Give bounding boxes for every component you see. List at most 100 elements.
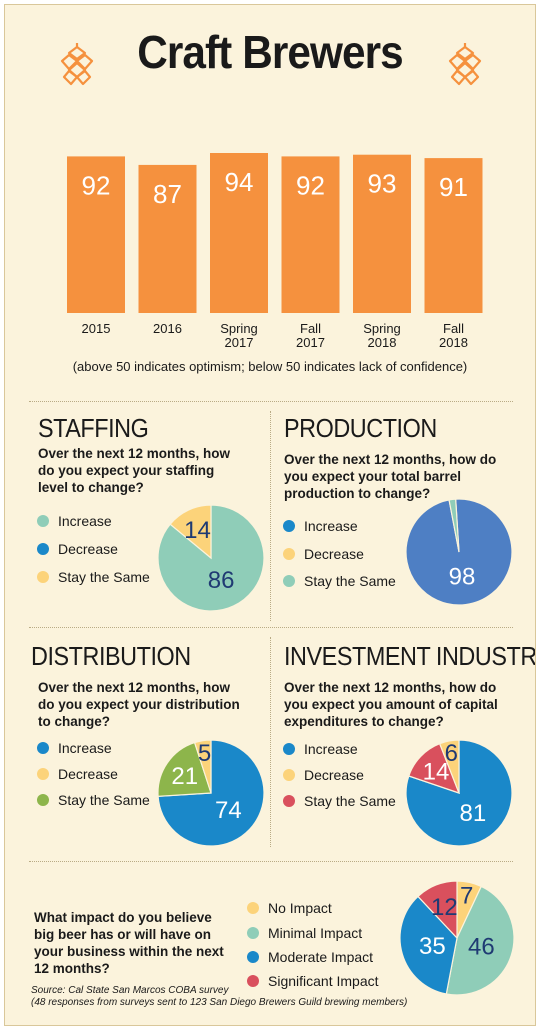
legend-swatch (283, 742, 295, 755)
legend-swatch (37, 514, 49, 527)
production-pie-chart: 98 2 (405, 497, 513, 606)
bar-value-label: 92 (82, 170, 111, 200)
staffing-question: Over the next 12 months, how do you expe… (38, 446, 231, 495)
legend-swatch (247, 974, 259, 987)
legend-item-significant-impact: Significant Impact (247, 973, 379, 989)
legend-item-stay: Stay the Same (283, 573, 396, 589)
legend-item-decrease: Decrease (37, 541, 118, 557)
source-line: Source: Cal State San Marcos COBA survey (31, 985, 229, 996)
bar (210, 153, 268, 313)
distribution-title: DISTRIBUTION (31, 641, 191, 671)
infographic: Craft Brewers 92 2015 87 2016 94 Spring 2017 92… (4, 4, 536, 1026)
page-title: Craft Brewers (137, 26, 404, 78)
pie-slice (445, 885, 515, 996)
bar-group: 92 2015 (67, 156, 125, 336)
pie-value-label: 2 (454, 497, 460, 500)
pie-slice (448, 498, 460, 553)
section-divider (29, 627, 513, 628)
legend-item-stay: Stay the Same (283, 793, 396, 809)
legend-swatch (283, 768, 295, 781)
investment-title: INVESTMENT INDUSTRY (284, 641, 536, 671)
legend-label: No Impact (268, 900, 332, 916)
legend-label: Stay the Same (58, 569, 150, 585)
bar (424, 158, 483, 313)
legend-label: Significant Impact (268, 973, 379, 989)
legend-swatch (37, 542, 49, 555)
bar-chart-note: (above 50 indicates optimism; below 50 i… (72, 359, 468, 374)
legend-item-moderate-impact: Moderate Impact (247, 949, 373, 965)
source-line: (48 responses from surveys sent to 123 S… (31, 997, 408, 1008)
legend-label: Increase (304, 518, 358, 534)
x-tick-label: 2017 (296, 335, 325, 350)
legend-item-increase: Increase (37, 740, 112, 756)
legend-item-decrease: Decrease (37, 766, 118, 782)
investment-pie-chart: 81 146 (405, 739, 513, 847)
production-question: Over the next 12 months, how do you expe… (284, 452, 497, 501)
legend-label: Stay the Same (304, 573, 396, 589)
distribution-pie-chart: 74 215 (157, 739, 265, 847)
legend-label: Decrease (58, 541, 118, 557)
legend-label: Decrease (58, 766, 118, 782)
legend-item-increase: Increase (37, 513, 112, 529)
pie-slice (193, 739, 212, 794)
legend-swatch (247, 901, 259, 914)
legend-label: Increase (58, 740, 112, 756)
bar (281, 156, 340, 313)
legend-label: Minimal Impact (268, 925, 363, 941)
legend-item-decrease: Decrease (283, 546, 364, 562)
pie-value-label: 46 (468, 934, 495, 961)
pie-value-label: 86 (208, 567, 235, 594)
x-tick-label: 2016 (153, 321, 182, 336)
bar-value-label: 93 (368, 169, 397, 199)
hop-icon (448, 43, 482, 86)
legend-swatch (283, 519, 295, 532)
section-divider (29, 861, 513, 862)
legend-swatch (37, 741, 49, 754)
bar (138, 164, 197, 313)
distribution-question: Over the next 12 months, how do you expe… (38, 680, 240, 729)
legend-swatch (283, 547, 295, 560)
staffing-title: STAFFING (38, 413, 149, 443)
production-title: PRODUCTION (284, 413, 437, 443)
bar (353, 154, 411, 313)
legend-swatch (247, 926, 259, 939)
pie-slice (169, 504, 212, 560)
bar-group: 87 2016 (138, 164, 197, 336)
pie-slice (157, 741, 212, 797)
investment-question: Over the next 12 months, how do you expe… (284, 680, 498, 729)
x-tick-label: 2018 (439, 335, 468, 350)
legend-item-minimal-impact: Minimal Impact (247, 925, 362, 941)
legend-swatch (247, 950, 259, 963)
legend-label: Decrease (304, 767, 364, 783)
pie-slice (417, 880, 458, 940)
legend-label: Increase (304, 741, 358, 757)
pie-value-label: 74 (215, 797, 242, 824)
legend-swatch (283, 794, 295, 807)
x-tick-label: Fall (300, 321, 321, 336)
bar-value-label: 91 (439, 172, 468, 202)
pie-value-label: 81 (460, 800, 487, 827)
pie-value-label: 7 (460, 882, 473, 909)
legend-swatch (37, 793, 49, 806)
section-divider (270, 411, 271, 621)
legend-swatch (283, 574, 295, 587)
big-beer-question: What impact do you believe big beer has … (34, 910, 224, 976)
pie-value-label: 14 (423, 759, 450, 786)
legend-label: Increase (58, 513, 112, 529)
pie-value-label: 98 (449, 563, 476, 590)
pie-value-label: 35 (419, 933, 446, 960)
x-tick-label: Spring (220, 321, 258, 336)
bar-value-label: 94 (225, 167, 254, 197)
legend-item-decrease: Decrease (283, 767, 364, 783)
legend-item-stay: Stay the Same (37, 569, 150, 585)
legend-label: Moderate Impact (268, 949, 374, 965)
bar (67, 156, 125, 313)
pie-value-label: 5 (198, 740, 211, 767)
pie-slice (438, 739, 460, 794)
pie-value-label: 14 (184, 517, 211, 544)
